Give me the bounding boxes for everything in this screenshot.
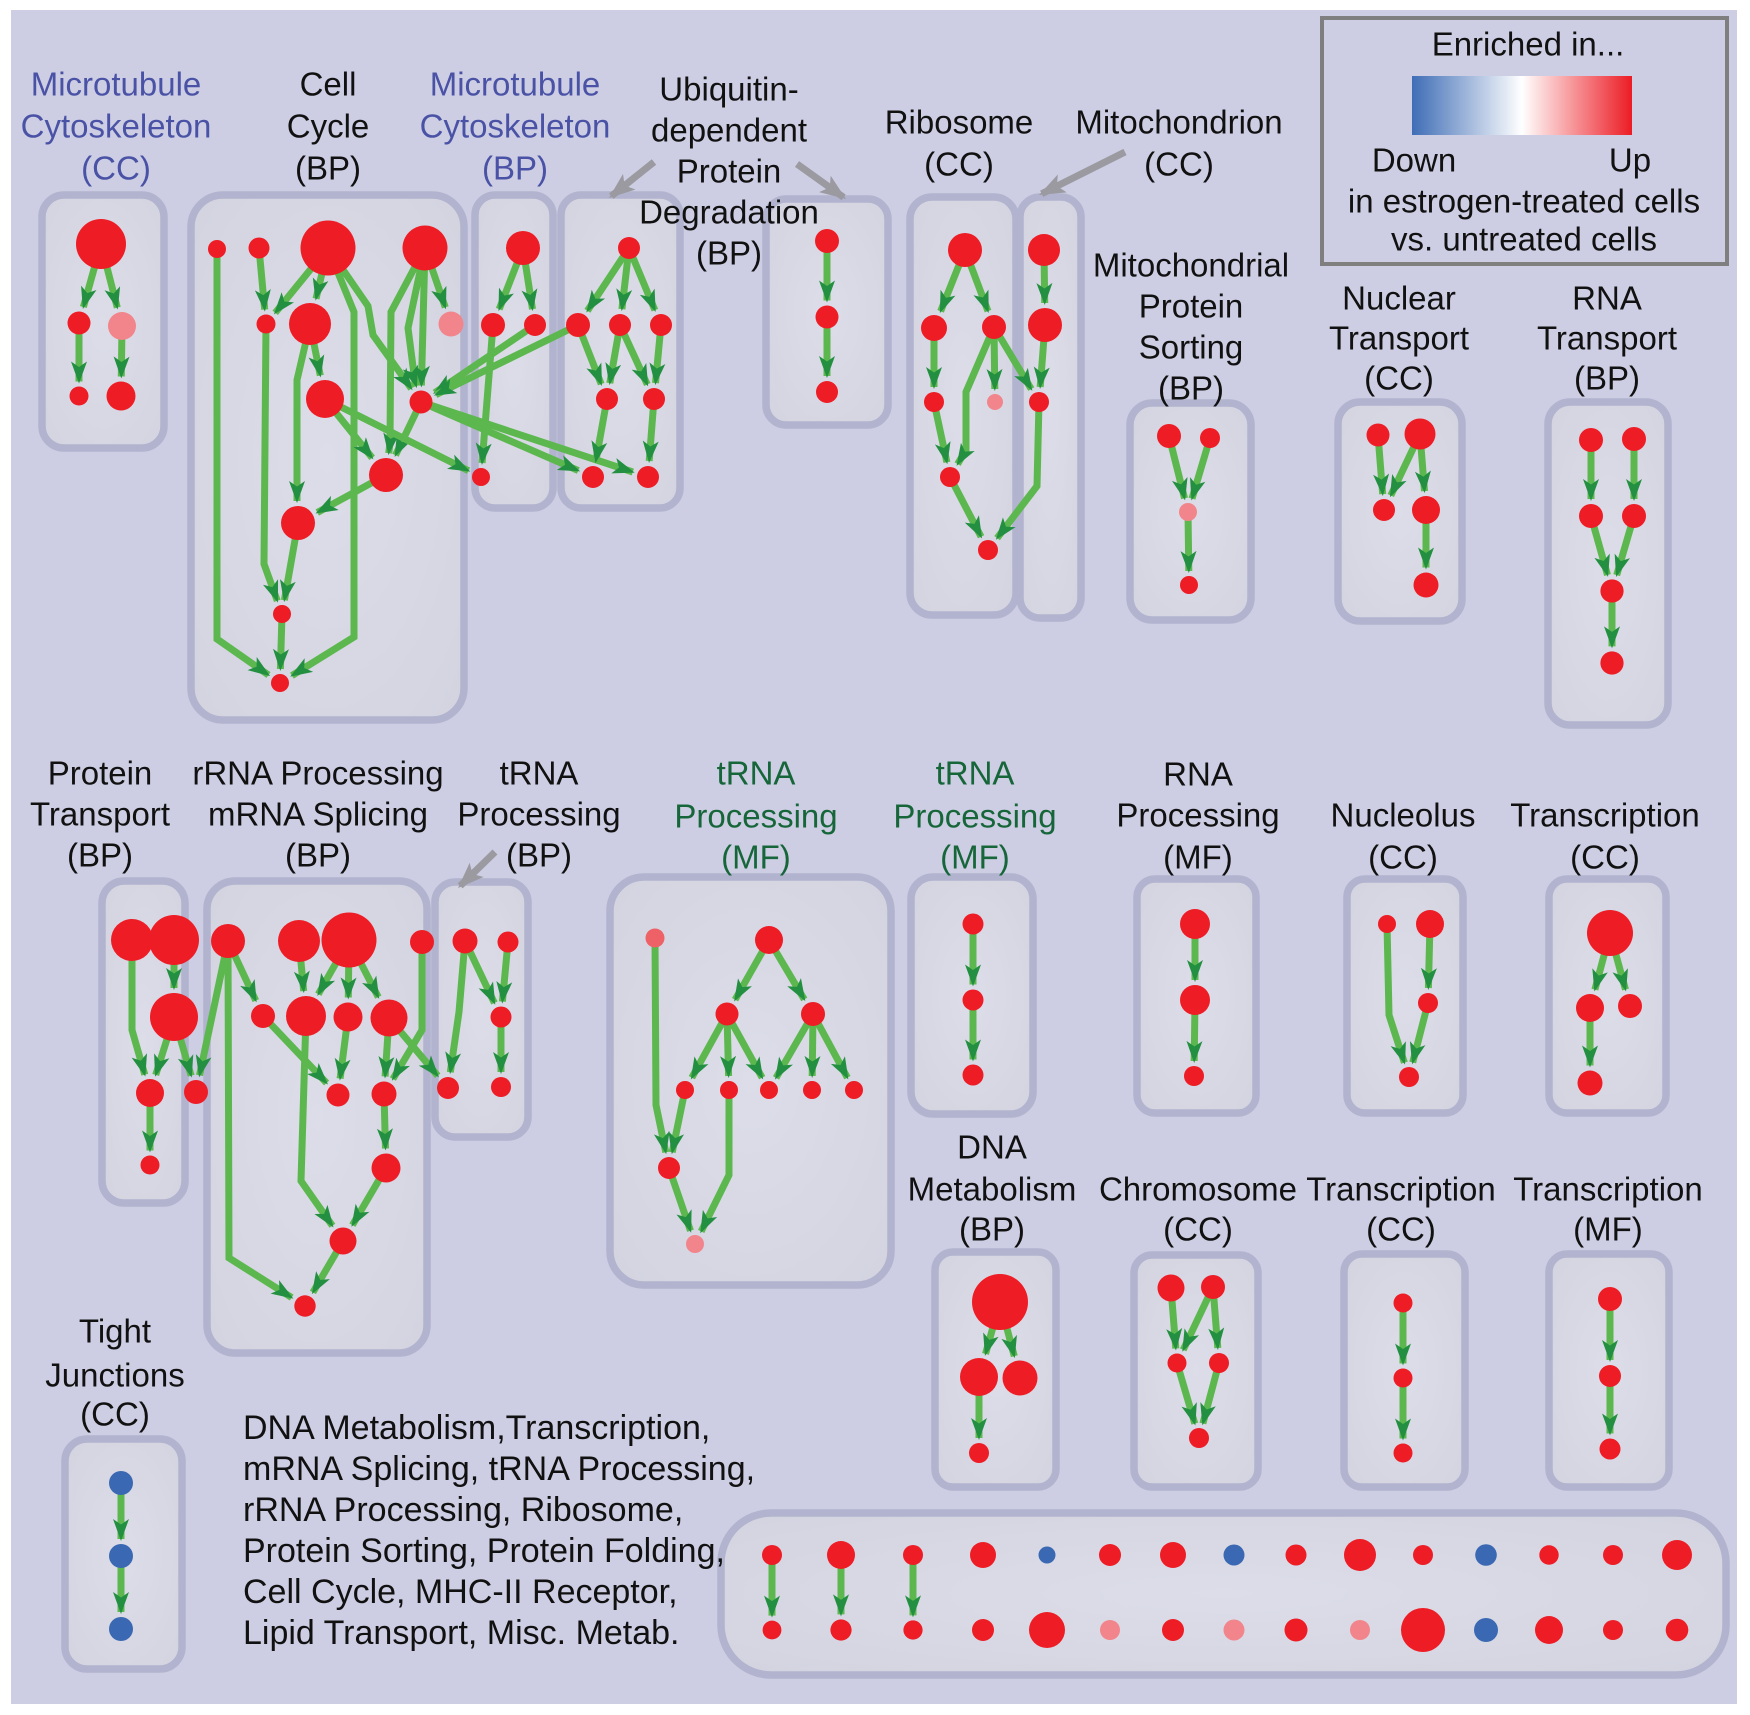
svg-text:(BP): (BP) (482, 150, 548, 187)
svg-text:(CC): (CC) (1570, 839, 1640, 876)
svg-text:in estrogen-treated cells: in estrogen-treated cells (1348, 183, 1700, 220)
svg-text:(BP): (BP) (959, 1211, 1025, 1248)
svg-text:Transport: Transport (1537, 320, 1677, 357)
svg-text:(CC): (CC) (80, 1396, 150, 1433)
svg-text:Protein: Protein (1139, 288, 1244, 325)
svg-text:(CC): (CC) (81, 150, 151, 187)
svg-text:(BP): (BP) (295, 150, 361, 187)
svg-text:Tight: Tight (79, 1313, 151, 1350)
svg-text:RNA: RNA (1572, 280, 1642, 317)
svg-text:Nuclear: Nuclear (1342, 280, 1456, 317)
svg-text:Transport: Transport (1329, 320, 1469, 357)
svg-text:Cell Cycle, MHC-II Receptor,: Cell Cycle, MHC-II Receptor, (243, 1573, 678, 1611)
svg-text:RNA: RNA (1163, 756, 1233, 793)
svg-text:Up: Up (1609, 142, 1651, 179)
svg-text:(BP): (BP) (696, 235, 762, 272)
svg-text:Mitochondrial: Mitochondrial (1093, 247, 1289, 284)
svg-text:vs. untreated cells: vs. untreated cells (1391, 221, 1657, 258)
svg-text:tRNA: tRNA (936, 755, 1015, 792)
svg-text:dependent: dependent (651, 112, 807, 149)
svg-text:Enriched in...: Enriched in... (1432, 26, 1625, 63)
svg-text:DNA Metabolism,Transcription,: DNA Metabolism,Transcription, (243, 1409, 710, 1447)
svg-text:(MF): (MF) (1573, 1211, 1643, 1248)
svg-text:Protein: Protein (48, 755, 153, 792)
svg-text:Mitochondrion: Mitochondrion (1075, 104, 1282, 141)
svg-text:rRNA Processing, Ribosome,: rRNA Processing, Ribosome, (243, 1491, 683, 1529)
svg-text:rRNA Processing: rRNA Processing (192, 755, 443, 792)
svg-text:Down: Down (1372, 142, 1456, 179)
svg-text:Metabolism: Metabolism (908, 1171, 1077, 1208)
svg-text:Cycle: Cycle (287, 108, 370, 145)
svg-text:mRNA Splicing: mRNA Splicing (208, 796, 428, 833)
svg-text:Transport: Transport (30, 796, 170, 833)
svg-text:(CC): (CC) (1368, 839, 1438, 876)
svg-text:Microtubule: Microtubule (430, 66, 601, 103)
svg-text:(MF): (MF) (721, 839, 791, 876)
svg-text:tRNA: tRNA (500, 755, 579, 792)
svg-text:(CC): (CC) (924, 146, 994, 183)
svg-text:Chromosome: Chromosome (1099, 1171, 1297, 1208)
svg-text:Transcription: Transcription (1306, 1171, 1496, 1208)
svg-text:Ubiquitin-: Ubiquitin- (659, 71, 798, 108)
svg-text:tRNA: tRNA (717, 755, 796, 792)
svg-text:(BP): (BP) (1574, 360, 1640, 397)
svg-text:Processing: Processing (457, 796, 620, 833)
svg-text:(BP): (BP) (1158, 370, 1224, 407)
svg-text:(CC): (CC) (1364, 360, 1434, 397)
svg-text:Transcription: Transcription (1513, 1171, 1703, 1208)
svg-text:Processing: Processing (893, 798, 1056, 835)
svg-text:(CC): (CC) (1163, 1211, 1233, 1248)
svg-text:(MF): (MF) (1163, 839, 1233, 876)
svg-text:(MF): (MF) (940, 839, 1010, 876)
svg-text:Processing: Processing (674, 798, 837, 835)
svg-text:(BP): (BP) (285, 837, 351, 874)
svg-text:Processing: Processing (1116, 797, 1279, 834)
svg-text:(CC): (CC) (1144, 146, 1214, 183)
svg-text:Ribosome: Ribosome (885, 104, 1034, 141)
svg-text:(BP): (BP) (506, 837, 572, 874)
svg-text:Degradation: Degradation (639, 194, 819, 231)
svg-text:(CC): (CC) (1366, 1211, 1436, 1248)
svg-text:Transcription: Transcription (1510, 797, 1700, 834)
svg-text:Protein Sorting, Protein Foldi: Protein Sorting, Protein Folding, (243, 1532, 725, 1570)
svg-text:Lipid Transport, Misc. Metab.: Lipid Transport, Misc. Metab. (243, 1614, 680, 1652)
svg-text:DNA: DNA (957, 1129, 1027, 1166)
svg-text:Cell: Cell (300, 66, 357, 103)
svg-text:mRNA Splicing, tRNA Processing: mRNA Splicing, tRNA Processing, (243, 1450, 755, 1488)
svg-text:Sorting: Sorting (1139, 329, 1244, 366)
svg-text:Cytoskeleton: Cytoskeleton (420, 108, 611, 145)
svg-text:Nucleolus: Nucleolus (1331, 797, 1476, 834)
svg-text:Junctions: Junctions (45, 1357, 184, 1394)
svg-text:Cytoskeleton: Cytoskeleton (21, 108, 212, 145)
svg-text:Protein: Protein (677, 153, 782, 190)
svg-text:Microtubule: Microtubule (31, 66, 202, 103)
svg-text:(BP): (BP) (67, 837, 133, 874)
